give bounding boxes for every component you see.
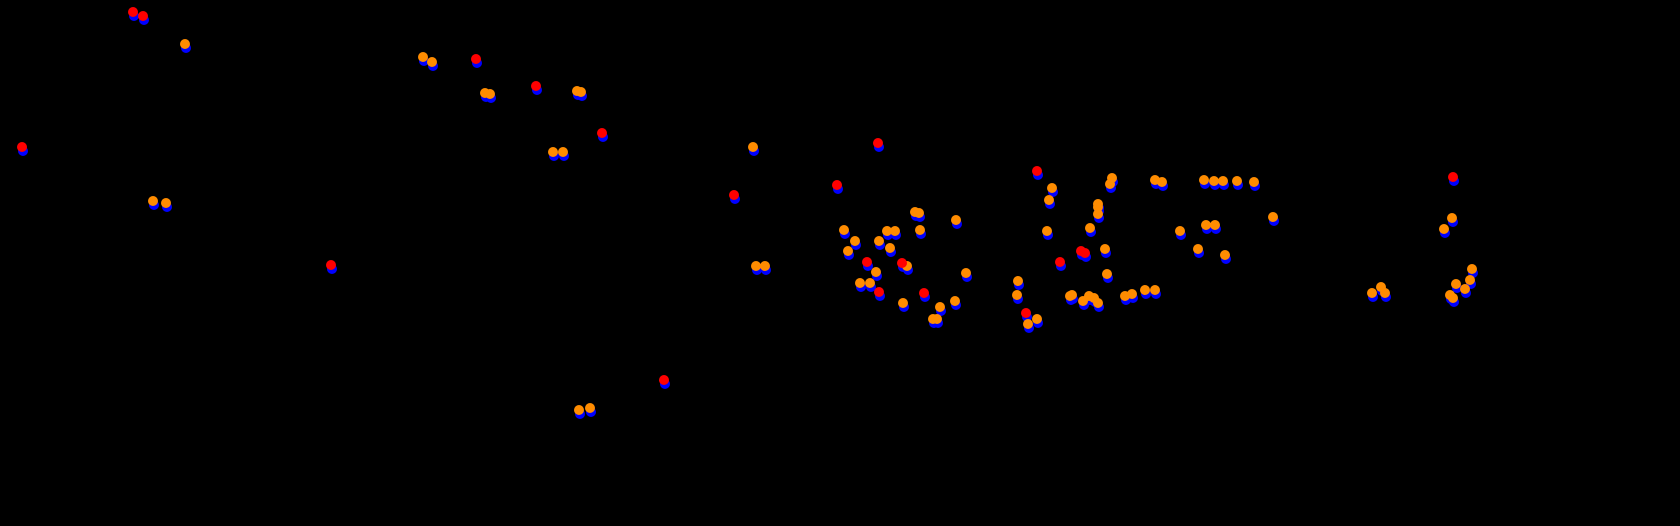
point-orange xyxy=(932,314,942,324)
point-orange xyxy=(485,89,495,99)
point-orange xyxy=(914,208,924,218)
point-orange xyxy=(850,236,860,246)
point-orange xyxy=(748,142,758,152)
point-orange xyxy=(576,87,586,97)
point-orange xyxy=(951,215,961,225)
point-orange xyxy=(1218,176,1228,186)
point-orange xyxy=(548,147,558,157)
point-orange xyxy=(1102,269,1112,279)
point-orange xyxy=(1268,212,1278,222)
point-red xyxy=(873,138,883,148)
point-orange xyxy=(885,243,895,253)
point-orange xyxy=(874,236,884,246)
point-orange xyxy=(161,198,171,208)
point-orange xyxy=(574,405,584,415)
point-orange xyxy=(1127,289,1137,299)
point-orange xyxy=(1032,314,1042,324)
point-orange xyxy=(1107,173,1117,183)
point-orange xyxy=(1232,176,1242,186)
point-orange xyxy=(1460,284,1470,294)
point-red xyxy=(1021,308,1031,318)
point-orange xyxy=(180,39,190,49)
point-orange xyxy=(1140,285,1150,295)
point-orange xyxy=(1093,298,1103,308)
point-orange xyxy=(1439,224,1449,234)
point-red xyxy=(326,260,336,270)
point-orange xyxy=(1042,226,1052,236)
point-orange xyxy=(1199,175,1209,185)
point-orange xyxy=(1210,220,1220,230)
point-orange xyxy=(865,278,875,288)
point-orange xyxy=(1093,209,1103,219)
point-red xyxy=(1032,166,1042,176)
point-orange xyxy=(855,278,865,288)
point-red xyxy=(128,7,138,17)
point-orange xyxy=(1367,288,1377,298)
point-red xyxy=(1055,257,1065,267)
point-orange xyxy=(1175,226,1185,236)
point-red xyxy=(874,287,884,297)
point-orange xyxy=(839,225,849,235)
point-orange xyxy=(915,225,925,235)
point-orange xyxy=(1100,244,1110,254)
point-orange xyxy=(1013,276,1023,286)
point-red xyxy=(832,180,842,190)
point-orange xyxy=(871,267,881,277)
point-orange xyxy=(1448,293,1458,303)
point-red xyxy=(531,81,541,91)
point-orange xyxy=(427,57,437,67)
point-orange xyxy=(558,147,568,157)
point-orange xyxy=(1447,213,1457,223)
point-orange xyxy=(1249,177,1259,187)
point-orange xyxy=(1085,223,1095,233)
point-orange xyxy=(1380,288,1390,298)
point-red xyxy=(659,375,669,385)
point-red xyxy=(138,11,148,21)
point-red xyxy=(897,258,907,268)
point-red xyxy=(17,142,27,152)
point-orange xyxy=(148,196,158,206)
point-orange xyxy=(1157,177,1167,187)
point-orange xyxy=(898,298,908,308)
point-orange xyxy=(961,268,971,278)
point-red xyxy=(471,54,481,64)
point-orange xyxy=(1465,275,1475,285)
point-red xyxy=(919,288,929,298)
point-orange xyxy=(1193,244,1203,254)
point-orange xyxy=(1150,285,1160,295)
point-orange xyxy=(585,403,595,413)
point-orange xyxy=(1044,195,1054,205)
point-orange xyxy=(843,246,853,256)
point-orange xyxy=(1012,290,1022,300)
point-orange xyxy=(1220,250,1230,260)
point-red xyxy=(597,128,607,138)
point-red xyxy=(1448,172,1458,182)
point-orange xyxy=(935,302,945,312)
scatter-plot xyxy=(0,0,1680,526)
point-red xyxy=(862,257,872,267)
point-orange xyxy=(1047,183,1057,193)
point-red xyxy=(729,190,739,200)
point-orange xyxy=(760,261,770,271)
point-orange xyxy=(950,296,960,306)
point-red xyxy=(1080,248,1090,258)
point-orange xyxy=(1067,290,1077,300)
point-orange xyxy=(890,226,900,236)
point-orange xyxy=(1467,264,1477,274)
